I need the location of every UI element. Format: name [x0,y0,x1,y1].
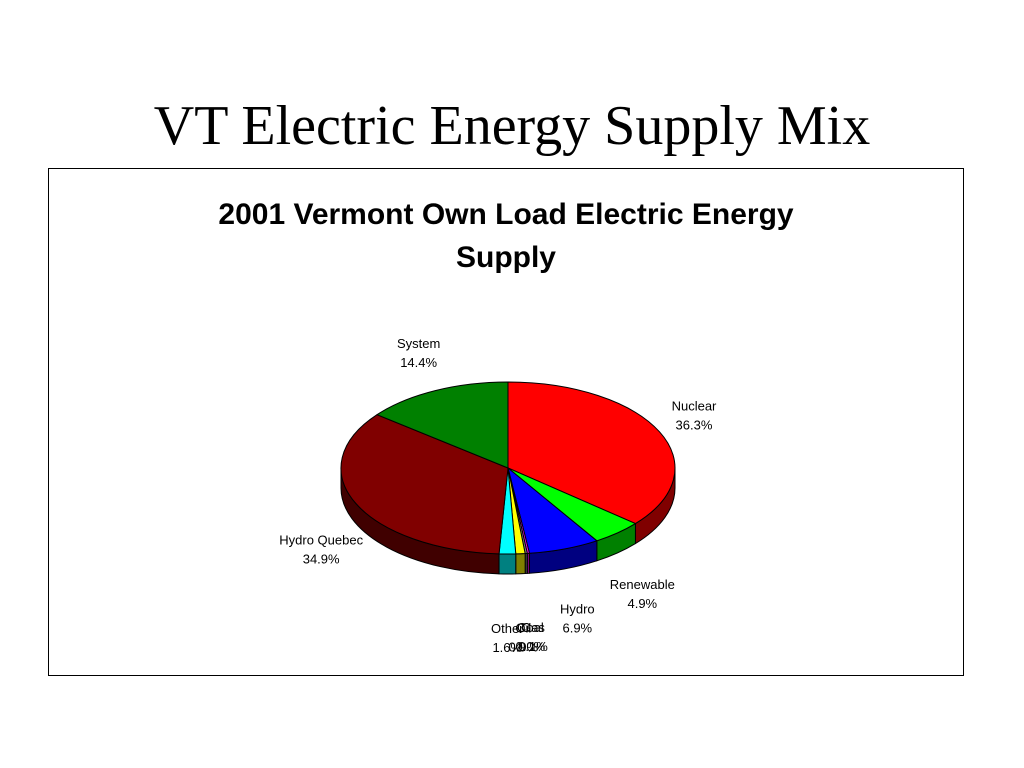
chart-title: 2001 Vermont Own Load Electric Energy Su… [49,193,963,279]
pie-label-hydro-quebec: Hydro Quebec 34.9% [279,532,363,566]
pie-label-name: Other [491,621,524,636]
pie-label-value: 1.6% [492,640,522,655]
slide-title: VT Electric Energy Supply Mix [153,95,871,157]
pie-chart: Nuclear 36.3% Renewable 4.9% Hydro 6.9% Gas 0.1… [279,336,717,655]
pie-label-coal: Coal 0.0% [516,620,546,654]
pie-label-value: 34.9% [303,551,340,566]
pie-label-system: System 14.4% [397,336,440,370]
pie-label-name: Gas [521,620,545,635]
pie-label-value: 6.9% [562,620,592,635]
pie-label-value: 0.0% [516,639,546,654]
pie-slice-system [376,381,509,469]
chart-title-line-2: Supply [455,241,556,274]
pie-label-value: 0.1% [518,639,548,654]
pie-label-value: 36.3% [676,417,713,432]
pie-slice-hydro-quebec [340,414,509,555]
pie-slices [340,381,676,555]
pie-label-name: Hydro Quebec [279,532,363,547]
pie-label-name: Nuclear [672,398,717,413]
chart-frame: 2001 Vermont Own Load Electric Energy Su… [48,168,964,676]
pie-label-hydro: Hydro 6.9% [560,601,595,635]
chart-title-line-1: 2001 Vermont Own Load Electric Energy [218,198,794,231]
pie-label-name: Hydro [560,601,595,616]
pie-side-other [498,553,517,575]
pie-label-nuclear: Nuclear 36.3% [672,398,717,432]
pie-label-value: 4.9% [627,596,657,611]
pie-label-name: Coal [517,620,544,635]
pie-label-value: 14.4% [400,355,437,370]
pie-label-name: Renewable [610,577,675,592]
pie-slice-nuclear [507,381,676,525]
pie-label-renewable: Renewable 4.9% [610,577,675,611]
pie-sides [340,467,676,575]
pie-labels: Nuclear 36.3% Renewable 4.9% Hydro 6.9% Gas 0.1… [279,336,717,655]
pie-label-name: System [397,336,440,351]
pie-label-oil: Oil 0.9% [508,621,538,655]
pie-side-oil [515,553,526,575]
pie-label-value: 0.9% [508,640,538,655]
pie-label-other: Other 1.6% [491,621,524,655]
pie-label-gas: Gas 0.1% [518,620,548,654]
pie-label-name: Oil [515,621,531,636]
